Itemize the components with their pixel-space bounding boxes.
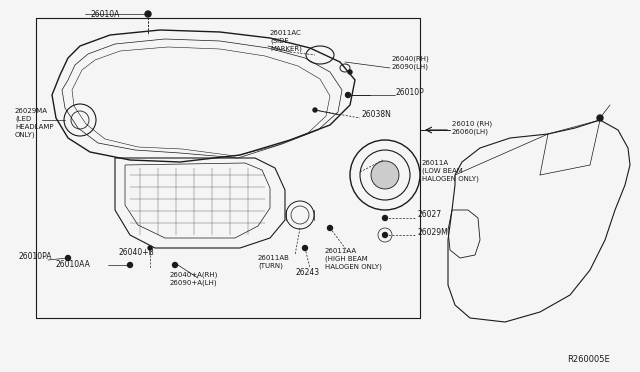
- Text: 26040+B: 26040+B: [118, 248, 154, 257]
- Text: 26010P: 26010P: [396, 88, 425, 97]
- Circle shape: [346, 93, 351, 97]
- Circle shape: [371, 161, 399, 189]
- Circle shape: [65, 256, 70, 260]
- Circle shape: [597, 115, 603, 121]
- Text: 26040+A(RH)
26090+A(LH): 26040+A(RH) 26090+A(LH): [170, 272, 218, 286]
- Circle shape: [328, 225, 333, 231]
- Text: 26040(RH)
26090(LH): 26040(RH) 26090(LH): [392, 55, 429, 70]
- Text: 26011AB
(TURN): 26011AB (TURN): [258, 255, 290, 269]
- Text: 26010A: 26010A: [90, 10, 120, 19]
- Circle shape: [127, 263, 132, 267]
- Text: 26243: 26243: [296, 268, 320, 277]
- Text: R260005E: R260005E: [567, 355, 610, 364]
- Text: 26010 (RH)
26060(LH): 26010 (RH) 26060(LH): [452, 120, 492, 135]
- Text: 26011AC
(SIDE
MARKER): 26011AC (SIDE MARKER): [270, 30, 302, 52]
- Circle shape: [383, 232, 387, 237]
- Circle shape: [148, 246, 152, 250]
- Text: 26011A
(LOW BEAM
HALOGEN ONLY): 26011A (LOW BEAM HALOGEN ONLY): [422, 160, 479, 182]
- Text: 26029M: 26029M: [418, 228, 449, 237]
- Text: 26010PA: 26010PA: [18, 252, 51, 261]
- Circle shape: [348, 70, 352, 74]
- Text: 26010AA: 26010AA: [55, 260, 90, 269]
- Text: 26038N: 26038N: [362, 110, 392, 119]
- Text: 26027: 26027: [418, 210, 442, 219]
- Text: 26011AA
(HIGH BEAM
HALOGEN ONLY): 26011AA (HIGH BEAM HALOGEN ONLY): [325, 248, 382, 270]
- Text: 26029MA
(LED
HEADLAMP
ONLY): 26029MA (LED HEADLAMP ONLY): [15, 108, 54, 138]
- Circle shape: [303, 246, 307, 250]
- Circle shape: [145, 11, 151, 17]
- Circle shape: [313, 108, 317, 112]
- Circle shape: [173, 263, 177, 267]
- Circle shape: [383, 215, 387, 221]
